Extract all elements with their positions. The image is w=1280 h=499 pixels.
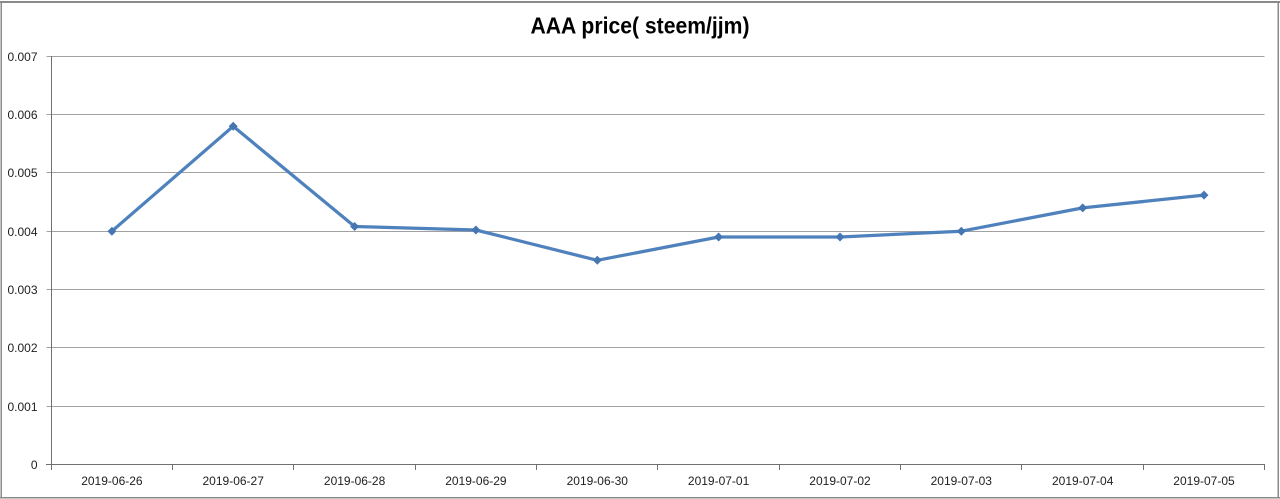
svg-text:2019-06-26: 2019-06-26 (81, 474, 143, 488)
svg-text:2019-07-05: 2019-07-05 (1173, 474, 1235, 488)
svg-text:2019-06-29: 2019-06-29 (445, 474, 507, 488)
svg-text:2019-07-04: 2019-07-04 (1052, 474, 1114, 488)
svg-text:0.002: 0.002 (7, 341, 37, 355)
svg-text:0.001: 0.001 (7, 400, 37, 414)
svg-text:2019-06-28: 2019-06-28 (324, 474, 386, 488)
svg-text:2019-06-30: 2019-06-30 (567, 474, 629, 488)
svg-text:0.003: 0.003 (7, 283, 37, 297)
svg-text:0.004: 0.004 (7, 225, 37, 239)
svg-text:2019-06-27: 2019-06-27 (203, 474, 265, 488)
svg-text:2019-07-02: 2019-07-02 (809, 474, 871, 488)
svg-text:2019-07-01: 2019-07-01 (688, 474, 750, 488)
svg-text:0.006: 0.006 (7, 108, 37, 122)
svg-text:AAA price( steem/jjm): AAA price( steem/jjm) (531, 13, 750, 39)
svg-text:2019-07-03: 2019-07-03 (931, 474, 993, 488)
svg-text:0: 0 (31, 458, 38, 472)
svg-text:0.007: 0.007 (7, 50, 37, 64)
svg-text:0.005: 0.005 (7, 166, 37, 180)
